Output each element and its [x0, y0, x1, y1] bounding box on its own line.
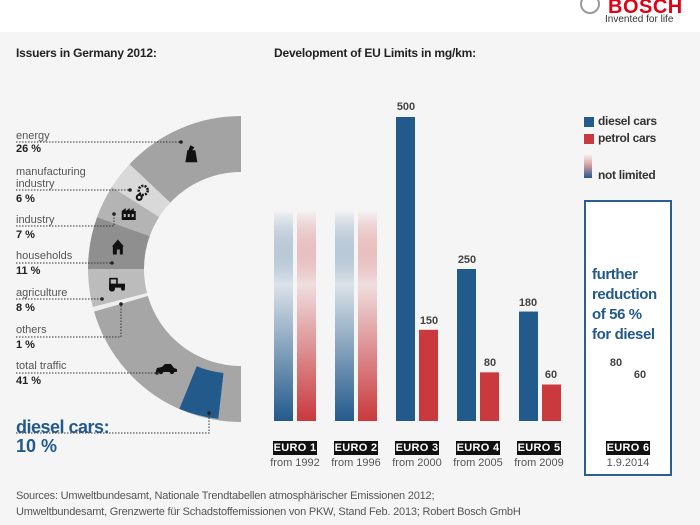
category-euro2: EURO 2 — [334, 441, 378, 455]
value-agriculture: 8 % — [16, 302, 35, 314]
date-euro2: from 1996 — [331, 457, 381, 469]
bar-euro2-petrol-not-limited — [358, 210, 377, 421]
bar-euro1-diesel-not-limited — [274, 210, 293, 421]
annotation-line: for diesel — [592, 326, 655, 343]
bar-euro5-diesel — [519, 311, 538, 421]
bar-euro3-petrol — [419, 329, 438, 421]
bosch-armature-icon — [580, 0, 600, 14]
label-others: others — [16, 324, 47, 336]
category-euro3: EURO 3 — [395, 441, 439, 455]
issuers-title: Issuers in Germany 2012: — [16, 46, 157, 60]
leader-diesel-dot — [207, 411, 211, 415]
bar-label-euro3-diesel: 500 — [396, 101, 416, 113]
bosch-logo: BOSCH Invented for life — [572, 0, 692, 30]
leader-manufacturing-dot — [128, 188, 132, 192]
brand-name: BOSCH — [608, 0, 683, 18]
leader-total-traffic-dot — [155, 371, 159, 375]
sources-line-2: Umweltbundesamt, Grenzwerte für Schadsto… — [16, 506, 521, 518]
label-diesel-cars: diesel cars: — [16, 417, 110, 437]
leader-industry — [16, 214, 115, 227]
date-euro6: 1.9.2014 — [606, 457, 650, 469]
bar-euro4-diesel — [457, 269, 476, 421]
power-plant-icon — [185, 145, 198, 163]
bar-euro3-diesel — [396, 117, 415, 421]
category-euro4: EURO 4 — [456, 441, 500, 455]
car-icon — [155, 363, 177, 375]
bar-euro1-petrol-not-limited — [297, 210, 316, 421]
date-euro3: from 2000 — [392, 457, 442, 469]
legend-not-limited: not limited — [598, 168, 656, 182]
gears-icon — [135, 184, 149, 201]
leader-industry-dot — [112, 212, 116, 216]
euro6-highlight-box — [584, 200, 672, 476]
date-euro1: from 1992 — [270, 457, 320, 469]
legend-petrol: petrol cars — [598, 131, 657, 145]
legend-swatch-petrol — [584, 134, 594, 144]
bar-label-euro4-petrol: 80 — [483, 357, 497, 369]
annotation-line: reduction — [592, 286, 657, 303]
bar-label-euro5-petrol: 60 — [544, 369, 558, 381]
label-total-traffic: total traffic — [16, 360, 67, 372]
date-euro4: from 2005 — [453, 457, 503, 469]
bar-euro5-petrol — [542, 384, 561, 421]
value-diesel-cars: 10 % — [16, 436, 58, 456]
leader-agriculture-dot — [100, 297, 104, 301]
leader-others-dot — [119, 302, 123, 306]
value-others: 1 % — [16, 339, 35, 351]
value-households: 11 % — [16, 265, 41, 277]
bar-label-euro6-diesel: 80 — [609, 357, 623, 369]
donut-segment-energy — [129, 116, 241, 203]
bar-label-euro4-diesel: 250 — [457, 254, 477, 266]
value-total-traffic: 41 % — [16, 375, 42, 387]
house-icon — [111, 239, 124, 255]
bar-label-euro5-diesel: 180 — [518, 297, 538, 309]
bar-euro4-petrol — [480, 372, 499, 421]
factory-icon — [121, 208, 136, 221]
legend-swatch-diesel — [584, 117, 594, 127]
annotation-line: of 56 % — [592, 306, 642, 323]
sources-line-1: Sources: Umweltbundesamt, Nationale Tren… — [16, 490, 435, 502]
leader-energy-dot — [179, 140, 183, 144]
legend-swatch-not-limited — [584, 154, 592, 178]
legend-diesel: diesel cars — [598, 114, 657, 128]
bar-label-euro3-petrol: 150 — [419, 315, 439, 327]
donut-segment-diesel-cars — [179, 366, 224, 419]
reduction-annotation: further reduction of 56 % for diesel — [592, 265, 672, 345]
chart-title: Development of EU Limits in mg/km: — [274, 46, 476, 60]
date-euro5: from 2009 — [514, 457, 564, 469]
value-manufacturing: 6 % — [16, 193, 35, 205]
category-euro6: EURO 6 — [606, 441, 650, 455]
leader-others — [16, 304, 122, 338]
brand-tagline: Invented for life — [605, 14, 674, 25]
leader-diesel — [16, 413, 210, 434]
label-agriculture: agriculture — [16, 287, 68, 299]
bar-euro2-diesel-not-limited — [335, 210, 354, 421]
annotation-line: further — [592, 266, 638, 283]
leader-households-dot — [110, 261, 114, 265]
category-euro1: EURO 1 — [273, 441, 317, 455]
donut-segment-manufacturing-industry — [111, 164, 171, 218]
value-energy: 26 % — [16, 143, 42, 155]
category-euro5: EURO 5 — [517, 441, 561, 455]
label-industry: industry — [16, 214, 55, 226]
tractor-icon — [108, 277, 125, 292]
value-industry: 7 % — [16, 229, 35, 241]
label-energy: energy — [16, 130, 50, 142]
bar-label-euro6-petrol: 60 — [633, 369, 647, 381]
label-manufacturing: manufacturing industry — [16, 166, 86, 190]
label-households: households — [16, 250, 73, 262]
